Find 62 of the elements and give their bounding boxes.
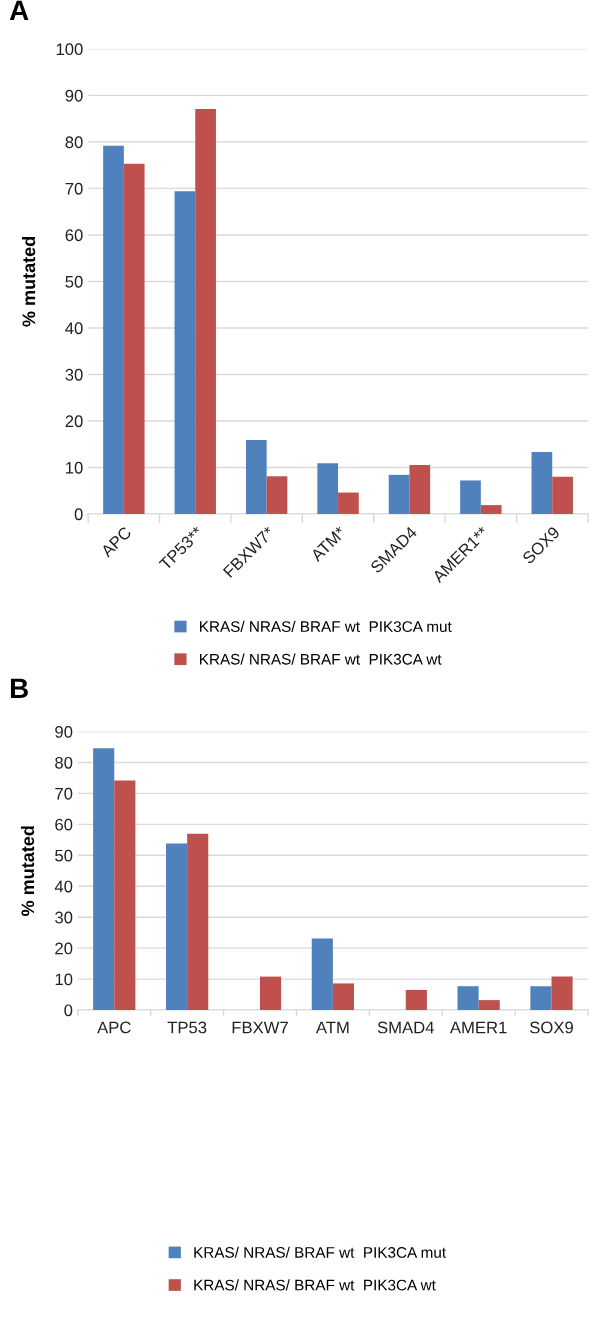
- legend-label: KRAS/ NRAS/ BRAF wt PIK3CA wt: [194, 1279, 436, 1291]
- bar: [332, 983, 355, 1011]
- bar: [552, 476, 573, 514]
- bar: [405, 989, 427, 1011]
- bar: [174, 191, 196, 514]
- y-tick-label: 50: [55, 849, 73, 862]
- bar: [266, 476, 288, 514]
- y-tick-label: 80: [55, 756, 73, 769]
- y-tick-label: 40: [54, 880, 73, 893]
- y-tick-label: 10: [55, 973, 73, 986]
- bar: [530, 986, 552, 1011]
- bar: [103, 145, 124, 514]
- legend-label: KRAS/ NRAS/ BRAF wt PIK3CA mut: [194, 1246, 446, 1258]
- y-tick-label: 90: [65, 89, 83, 102]
- legend-label: KRAS/ NRAS/ BRAF wt PIK3CA mut: [200, 620, 452, 632]
- bar: [166, 843, 188, 1011]
- bar: [460, 480, 481, 514]
- bar: [195, 108, 216, 514]
- y-tick-label: 40: [65, 322, 83, 335]
- y-axis-title: % mutated: [22, 236, 36, 327]
- chart-title: A: [9, 0, 29, 20]
- y-tick-label: 30: [65, 368, 83, 381]
- y-tick-label: 20: [65, 415, 83, 428]
- bar: [93, 748, 115, 1011]
- bar: [551, 976, 573, 1011]
- x-tick-label: FBXW7: [232, 1021, 288, 1034]
- y-tick-label: 60: [55, 818, 73, 831]
- bar: [531, 452, 553, 514]
- bar: [123, 163, 145, 514]
- y-tick-label: 10: [66, 461, 83, 474]
- bar: [409, 465, 431, 514]
- y-tick-label: 0: [64, 1004, 73, 1017]
- x-tick-label: AMER1: [449, 1021, 507, 1034]
- bar: [478, 1000, 500, 1011]
- y-tick-label: 70: [65, 182, 83, 195]
- bar: [338, 492, 359, 514]
- y-tick-label: 80: [65, 136, 83, 149]
- y-tick-label: 60: [65, 229, 83, 242]
- bar: [311, 938, 333, 1011]
- bar: [245, 440, 267, 514]
- bar: [114, 780, 136, 1011]
- y-tick-label: 50: [65, 275, 83, 288]
- x-tick-label: TP53: [167, 1021, 207, 1034]
- x-tick-label: APC: [97, 1021, 131, 1034]
- y-tick-label: 0: [74, 508, 83, 521]
- bar: [317, 463, 339, 514]
- y-axis-title: % mutated: [20, 826, 35, 916]
- bar: [457, 986, 479, 1011]
- legend-label: KRAS/ NRAS/ BRAF wt PIK3CA wt: [200, 653, 442, 665]
- y-tick-label: 100: [56, 43, 83, 56]
- y-tick-label: 30: [55, 911, 73, 924]
- bar: [388, 474, 410, 514]
- bar: [260, 976, 282, 1011]
- bar: [480, 505, 502, 514]
- bar: [187, 833, 209, 1011]
- y-tick-label: 90: [55, 725, 73, 738]
- chart-title: B: [10, 678, 28, 698]
- y-tick-label: 70: [55, 787, 73, 800]
- x-tick-label: SOX9: [530, 1021, 573, 1034]
- y-tick-label: 20: [55, 942, 73, 955]
- x-tick-label: SMAD4: [377, 1021, 434, 1034]
- x-tick-label: ATM: [315, 1021, 349, 1034]
